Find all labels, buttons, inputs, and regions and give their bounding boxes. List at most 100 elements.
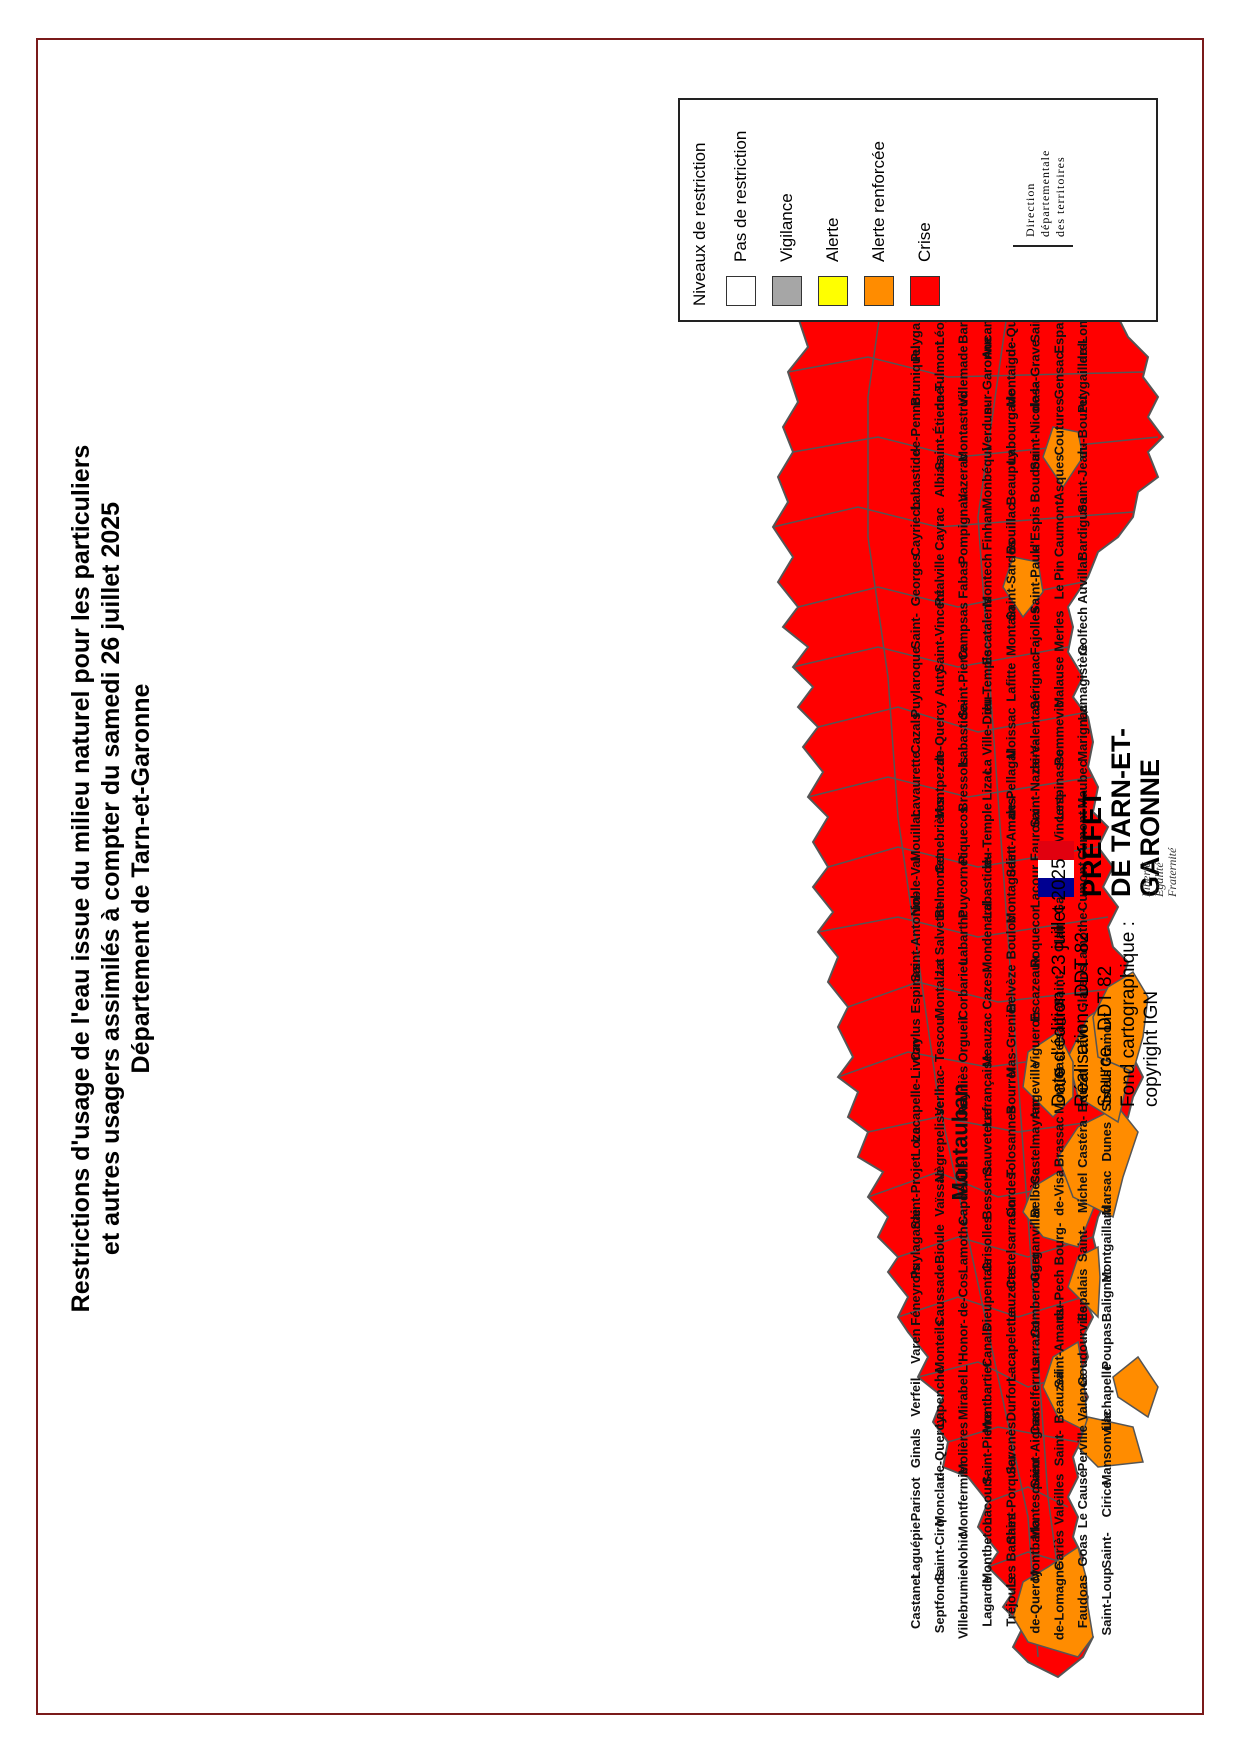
commune-label: Saint- (1099, 1532, 1114, 1568)
commune-label: Saint-Sardos (1004, 540, 1019, 620)
commune-label: Puygaillard- (1075, 338, 1090, 412)
commune-label: Georges (908, 554, 923, 607)
commune-label: Perville (1075, 1425, 1090, 1471)
commune-label: Montjoi (1051, 1068, 1066, 1114)
commune-label: Garganvillar (1027, 1206, 1042, 1282)
commune-label: Cordes- (1004, 1168, 1019, 1217)
legend-label: Crise (915, 222, 934, 262)
commune-label: Réalville (932, 554, 947, 607)
commune-label: Caussade (932, 1264, 947, 1325)
ddt-line-3: des territoires (1053, 156, 1067, 237)
commune-label: Les Barthes (1004, 1513, 1019, 1587)
commune-label: Faudoas (1075, 1575, 1090, 1628)
legend-item: Vigilance (770, 193, 804, 306)
commune-label: Lachapelle (1099, 1364, 1114, 1431)
prefet-line-1: PRÉFET (1077, 790, 1107, 897)
commune-label: Labastide- (980, 854, 995, 919)
commune-label: Monteils (932, 1320, 947, 1373)
commune-label: Saint-Amans- (1004, 794, 1019, 878)
commune-label: de-Quercy (932, 1415, 947, 1480)
commune-label: Coutures (1051, 398, 1066, 455)
commune-label: Capdeville (956, 1160, 971, 1225)
commune-label: Brassac (1051, 1116, 1066, 1167)
commune-label: Maubec (1075, 760, 1090, 808)
commune-label: Mirabel (956, 1374, 971, 1420)
commune-label: Saint-Antonin- (908, 893, 923, 983)
commune-label: Belvèze (1004, 964, 1019, 1012)
commune-label: Castelsagrat (1051, 1000, 1066, 1079)
commune-label: Meauzac (980, 1013, 995, 1067)
commune-label: Mas-Grenier (1004, 1002, 1019, 1078)
commune-label: Belbèse (1027, 1168, 1042, 1218)
commune-label: Boudou (1027, 453, 1042, 502)
commune-label: Goas (1075, 1534, 1090, 1567)
commune-label: Bouillac (1004, 504, 1019, 555)
commune-label: Angeville (1027, 1062, 1042, 1120)
commune-label: Lamothe- (956, 1215, 971, 1274)
commune-label: Roquecor (1027, 907, 1042, 968)
commune-label: Nègrepelisse (932, 1101, 947, 1182)
commune-label: Asques (1051, 454, 1066, 501)
commune-label: Campsas (956, 602, 971, 660)
commune-label: Montastruc (956, 392, 971, 462)
commune-label: Saint-Étienne- (932, 383, 947, 470)
edition-fond: Fond cartographique : (1118, 921, 1139, 1107)
legend-label: Pas de restriction (731, 130, 750, 262)
commune-label: Montbeton (980, 1517, 995, 1583)
commune-label: Lizac (980, 768, 995, 801)
commune-label: Goudourville (1075, 1306, 1090, 1386)
alerte-renforcee-zone (1002, 556, 1044, 619)
commune-label: de-Tulmont (932, 340, 947, 410)
commune-label: Montalzat (932, 958, 947, 1019)
commune-label: Labarthe (956, 910, 971, 965)
commune-label: Saint-Aignan (1027, 1408, 1042, 1488)
commune-label: Valeilles (1051, 1474, 1066, 1525)
commune-label: Septfonds (932, 1570, 947, 1634)
commune-label: Montbartier (980, 1361, 995, 1433)
commune-label: de-Quercy (1027, 1569, 1042, 1634)
commune-label: Orgueil (956, 1017, 971, 1063)
commune-label: Bourg- (1051, 1223, 1066, 1266)
commune-label: Saint-Loup (1099, 1568, 1114, 1636)
commune-label: Larrazet (1027, 1320, 1042, 1371)
commune-label: Nohic (956, 1532, 971, 1568)
commune-label: Durfort- (1004, 1373, 1019, 1421)
commune-label: Verlhac- (932, 1065, 947, 1116)
commune-label: Saint-Pierre (956, 646, 971, 719)
rotated-map-sheet: Restrictions d'usage de l'eau issue du m… (38, 40, 1206, 1717)
commune-label: Puylagarde (908, 1209, 923, 1279)
commune-label: Ginals (908, 1428, 923, 1468)
commune-label: Poupas (1099, 1323, 1114, 1370)
legend-swatch (910, 276, 940, 306)
commune-label: Varen (908, 1328, 923, 1363)
commune-label: Fajolles (1027, 607, 1042, 655)
commune-label: Saint-Jean- (1075, 443, 1090, 513)
commune-label: Cumont (1075, 810, 1090, 860)
commune-label: Mondenard (980, 902, 995, 972)
commune-label: Montfermier (956, 1462, 971, 1537)
commune-label: Moissac (1004, 708, 1019, 759)
commune-label: Puycornet (956, 854, 971, 918)
commune-label: Malause (1051, 657, 1066, 708)
commune-label: Lamothe- (1075, 908, 1090, 967)
commune-label: Saint-Projet (908, 1156, 923, 1230)
alerte-renforcee-zone (1077, 1416, 1144, 1468)
legend-item: Alerte renforcée (862, 141, 896, 306)
commune-label: Albias (932, 458, 947, 497)
commune-label: Canals (980, 1325, 995, 1368)
ddt-block: Direction départementale des territoires (1023, 150, 1068, 237)
commune-label: Cazals (908, 713, 923, 754)
commune-label: Bardigues (1075, 497, 1090, 561)
commune-label: La Ville-Dieu- (980, 692, 995, 774)
commune-label: Bioule (932, 1224, 947, 1264)
commune-label: Clair (1051, 923, 1066, 952)
commune-label: Cayrac (932, 507, 947, 550)
commune-label: Caylus (908, 1018, 923, 1061)
commune-label: Beaupuy (1004, 450, 1019, 506)
alerte-renforcee-zone (1042, 426, 1084, 489)
commune-label: Montbarla (1027, 1519, 1042, 1582)
commune-label: Cayriech (908, 501, 923, 556)
commune-label: Piquecos (956, 807, 971, 865)
commune-label: Sérignac (1027, 655, 1042, 710)
legend-item: Pas de restriction (724, 131, 758, 306)
